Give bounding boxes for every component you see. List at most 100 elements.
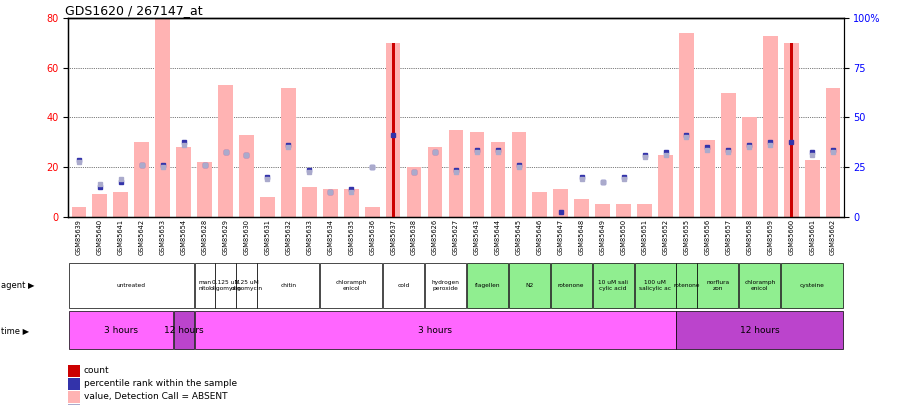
Text: percentile rank within the sample: percentile rank within the sample (84, 379, 237, 388)
Text: count: count (84, 367, 109, 375)
Text: hydrogen
peroxide: hydrogen peroxide (431, 280, 459, 291)
Bar (197, 162, 211, 217)
Text: GSM85646: GSM85646 (537, 219, 542, 255)
Bar (281, 88, 295, 217)
Bar (592, 263, 633, 308)
Bar (68, 263, 193, 308)
Bar (385, 43, 400, 217)
Bar (490, 142, 505, 217)
Bar (742, 117, 756, 217)
Text: cold: cold (397, 283, 409, 288)
Bar (763, 36, 777, 217)
Text: agent ▶: agent ▶ (1, 281, 35, 290)
Text: GSM85635: GSM85635 (348, 219, 353, 255)
Bar (574, 199, 589, 217)
Text: N2: N2 (525, 283, 533, 288)
Bar (553, 190, 568, 217)
Text: GSM85626: GSM85626 (432, 219, 437, 255)
Bar (71, 207, 87, 217)
Text: GSM85653: GSM85653 (159, 219, 166, 255)
Bar (469, 132, 484, 217)
Bar (194, 263, 214, 308)
Text: GSM85627: GSM85627 (453, 219, 458, 255)
Bar (634, 263, 675, 308)
Text: GSM85656: GSM85656 (703, 219, 710, 255)
Bar (194, 311, 675, 349)
Bar (239, 135, 253, 217)
Text: GSM85649: GSM85649 (599, 219, 605, 255)
Bar (427, 147, 442, 217)
Text: flagellen: flagellen (474, 283, 499, 288)
Bar (448, 130, 463, 217)
Text: cysteine: cysteine (799, 283, 824, 288)
Bar (155, 18, 169, 217)
Text: GSM85650: GSM85650 (619, 219, 626, 255)
Text: time ▶: time ▶ (1, 326, 29, 335)
Bar (824, 88, 840, 217)
Bar (343, 190, 358, 217)
Text: GSM85651: GSM85651 (640, 219, 647, 255)
Text: untreated: untreated (117, 283, 146, 288)
Bar (789, 43, 792, 217)
Text: value, Detection Call = ABSENT: value, Detection Call = ABSENT (84, 392, 227, 401)
Text: 12 hours: 12 hours (739, 326, 779, 335)
Bar (383, 263, 424, 308)
Bar (511, 132, 526, 217)
Bar (804, 160, 819, 217)
Bar (595, 204, 609, 217)
Text: 0.125 uM
oligomycin: 0.125 uM oligomycin (210, 280, 241, 291)
Bar (322, 190, 337, 217)
Bar (257, 263, 319, 308)
Text: GDS1620 / 267147_at: GDS1620 / 267147_at (65, 4, 202, 17)
Bar (739, 263, 780, 308)
Text: GSM85637: GSM85637 (390, 219, 395, 255)
Bar (173, 311, 193, 349)
Text: GSM85639: GSM85639 (76, 219, 82, 255)
Text: GSM85638: GSM85638 (411, 219, 416, 255)
Bar (658, 155, 672, 217)
Text: chloramph
enicol: chloramph enicol (335, 280, 366, 291)
Text: man
nitol: man nitol (198, 280, 210, 291)
Text: GSM85662: GSM85662 (829, 219, 835, 255)
Bar (176, 147, 190, 217)
Text: GSM85652: GSM85652 (661, 219, 668, 255)
Bar (302, 187, 316, 217)
Bar (425, 263, 466, 308)
Text: GSM85654: GSM85654 (180, 219, 187, 255)
Bar (676, 263, 696, 308)
Text: 3 hours: 3 hours (417, 326, 452, 335)
Text: GSM85647: GSM85647 (558, 219, 563, 255)
Text: GSM85655: GSM85655 (682, 219, 689, 255)
Bar (508, 263, 549, 308)
Bar (92, 194, 107, 217)
Text: GSM85640: GSM85640 (97, 219, 103, 255)
Text: 12 hours: 12 hours (164, 326, 203, 335)
Text: rotenone: rotenone (558, 283, 584, 288)
Text: GSM85661: GSM85661 (808, 219, 814, 255)
Bar (260, 197, 274, 217)
Text: GSM85642: GSM85642 (138, 219, 145, 255)
Bar (676, 311, 843, 349)
Bar (721, 93, 735, 217)
Bar (637, 204, 651, 217)
Bar (320, 263, 382, 308)
Text: GSM85648: GSM85648 (578, 219, 584, 255)
Text: GSM85660: GSM85660 (787, 219, 793, 255)
Bar (616, 204, 630, 217)
Bar (113, 192, 128, 217)
Text: GSM85636: GSM85636 (369, 219, 374, 255)
Bar (391, 43, 394, 217)
Text: rotenone: rotenone (672, 283, 699, 288)
Text: GSM85631: GSM85631 (264, 219, 271, 255)
Bar (697, 263, 738, 308)
Text: GSM85657: GSM85657 (724, 219, 731, 255)
Text: GSM85658: GSM85658 (745, 219, 752, 255)
Bar (679, 33, 693, 217)
Text: GSM85641: GSM85641 (118, 219, 124, 255)
Bar (781, 263, 843, 308)
Text: chitin: chitin (280, 283, 296, 288)
Text: chloramph
enicol: chloramph enicol (743, 280, 774, 291)
Text: GSM85630: GSM85630 (243, 219, 250, 255)
Text: GSM85628: GSM85628 (201, 219, 208, 255)
Text: GSM85643: GSM85643 (474, 219, 479, 255)
